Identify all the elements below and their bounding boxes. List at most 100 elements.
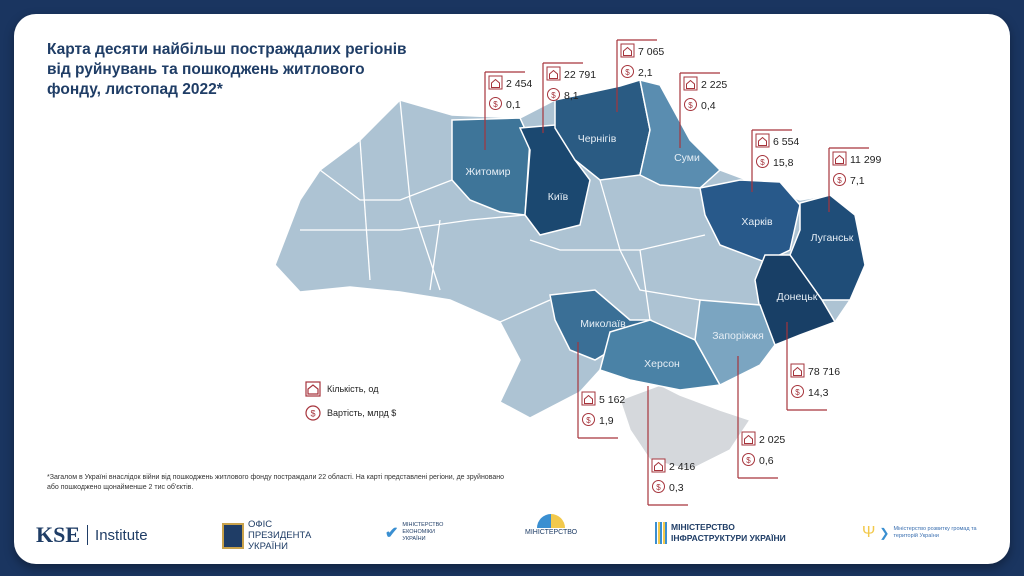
communities-ministry-logo: Ψ ❯ Міністерство розвитку громад та тери… <box>862 524 983 542</box>
svg-text:$: $ <box>656 483 661 492</box>
kse-institute-text: Institute <box>95 526 148 544</box>
kse-logo-text: KSE <box>36 522 81 547</box>
callout-zhytomyr: 2 454 $ 0,1 <box>484 71 532 150</box>
region-zaporizhzhia[interactable] <box>694 299 776 386</box>
dollar-icon: $ <box>547 88 560 101</box>
callout-count: 2 025 <box>759 434 785 446</box>
legend-count: Кількість, од <box>305 377 396 401</box>
svg-text:$: $ <box>760 158 765 167</box>
reintegration-ministry-logo: МІНІСТЕРСТВО <box>525 514 577 536</box>
communities-ministry-text: Міністерство розвитку громад та територі… <box>893 526 977 539</box>
house-icon <box>741 431 756 446</box>
region-label-kharkiv: Харків <box>741 216 773 228</box>
svg-text:$: $ <box>586 416 591 425</box>
page-title: Карта десяти найбільш постраждалих регіо… <box>47 41 407 98</box>
region-label-donetsk: Донецьк <box>777 291 818 303</box>
callout-cost: 0,1 <box>506 99 521 111</box>
callout-zaporizhzhia: 2 025 $ 0,6 <box>737 356 785 479</box>
house-icon <box>651 458 666 473</box>
region-border <box>429 219 441 291</box>
region-donetsk[interactable] <box>754 254 837 346</box>
callout-cost: 7,1 <box>850 175 865 187</box>
house-icon <box>581 391 596 406</box>
reintegration-ministry-text: МІНІСТЕРСТВО <box>525 529 578 536</box>
kse-logo: KSE Institute <box>36 522 148 548</box>
chevron-icon: ❯ <box>879 526 890 540</box>
legend: Кількість, од $ Вартість, млрд $ <box>305 377 396 425</box>
svg-text:$: $ <box>551 91 556 100</box>
house-icon <box>546 66 561 81</box>
economy-ministry-text: МІНІСТЕРСТВО ЕКОНОМІКИ УКРАЇНИ <box>402 522 444 542</box>
svg-text:$: $ <box>746 456 751 465</box>
callout-cost: 0,6 <box>759 455 774 467</box>
callout-sumy: 2 225 $ 0,4 <box>679 72 727 148</box>
callout-kherson: 2 416 $ 0,3 <box>647 386 695 506</box>
footnote: *Загалом в Україні внаслідок війни від п… <box>47 474 504 491</box>
region-border <box>319 169 453 201</box>
svg-text:$: $ <box>795 388 800 397</box>
callout-cost: 2,1 <box>638 67 653 79</box>
president-office-text: ОФІС ПРЕЗИДЕНТА УКРАЇНИ <box>248 519 312 552</box>
callout-luhansk: 11 299 $ 7,1 <box>828 147 881 212</box>
region-label-kherson: Херсон <box>644 358 680 370</box>
dollar-icon: $ <box>791 385 804 398</box>
dollar-icon: $ <box>652 480 665 493</box>
callout-count: 78 716 <box>808 366 840 378</box>
region-label-zaporizhzhia: Запоріжжя <box>712 330 764 342</box>
dollar-icon: $ <box>742 453 755 466</box>
callout-donetsk: 78 716 $ 14,3 <box>786 322 840 411</box>
house-icon <box>790 363 805 378</box>
dollar-icon: $ <box>621 65 634 78</box>
region-border <box>359 139 371 281</box>
callout-cost: 0,3 <box>669 482 684 494</box>
house-icon <box>305 381 321 397</box>
svg-text:$: $ <box>625 68 630 77</box>
region-label-chernihiv: Чернігів <box>578 133 617 145</box>
stripes-icon <box>655 522 667 544</box>
callout-count: 2 416 <box>669 461 695 473</box>
callout-kharkiv: 6 554 $ 15,8 <box>751 129 799 192</box>
callout-cost: 1,9 <box>599 415 614 427</box>
checkmark-icon: ✔ <box>385 524 399 542</box>
trident-icon <box>222 522 244 549</box>
region-luhansk[interactable] <box>789 194 866 301</box>
svg-text:$: $ <box>493 100 498 109</box>
legend-cost-label: Вартість, млрд $ <box>327 408 397 418</box>
infrastructure-ministry-text: МІНІСТЕРСТВО ІНФРАСТРУКТУРИ УКРАЇНИ <box>671 522 786 543</box>
arch-icon <box>537 514 566 528</box>
region-label-zhytomyr: Житомир <box>465 166 510 178</box>
callout-count: 11 299 <box>850 154 881 166</box>
callout-mykolaiv: 5 162 $ 1,9 <box>577 342 625 439</box>
region-border <box>399 99 441 291</box>
infrastructure-ministry-logo: МІНІСТЕРСТВО ІНФРАСТРУКТУРИ УКРАЇНИ <box>655 522 811 544</box>
callout-kyiv: 22 791 $ 8,1 <box>542 62 596 133</box>
region-kherson[interactable] <box>599 319 722 391</box>
house-icon <box>488 75 503 90</box>
region-label-luhansk: Луганськ <box>811 232 854 244</box>
callout-chernihiv: 7 065 $ 2,1 <box>616 39 664 112</box>
region-zhytomyr[interactable] <box>451 117 531 216</box>
callout-count: 7 065 <box>638 46 664 58</box>
dollar-icon: $ <box>833 173 846 186</box>
region-label-sumy: Суми <box>674 152 700 164</box>
president-office-logo: ОФІС ПРЕЗИДЕНТА УКРАЇНИ <box>222 519 318 552</box>
callout-count: 2 454 <box>506 78 532 90</box>
house-icon <box>755 133 770 148</box>
region-kharkiv[interactable] <box>699 179 801 263</box>
dollar-icon: $ <box>489 97 502 110</box>
region-label-mykolaiv: Миколаїв <box>580 318 626 330</box>
region-label-kyiv: Київ <box>548 191 569 203</box>
dollar-icon: $ <box>582 413 595 426</box>
trident-icon: Ψ <box>862 524 876 541</box>
callout-count: 22 791 <box>564 69 596 81</box>
region-border <box>300 214 526 231</box>
callout-cost: 0,4 <box>701 100 716 112</box>
region-border <box>639 249 651 321</box>
svg-text:$: $ <box>310 409 315 419</box>
dollar-icon: $ <box>756 155 769 168</box>
house-icon <box>832 151 847 166</box>
svg-text:$: $ <box>688 101 693 110</box>
legend-cost: $ Вартість, млрд $ <box>305 401 396 425</box>
region-border <box>599 179 701 301</box>
